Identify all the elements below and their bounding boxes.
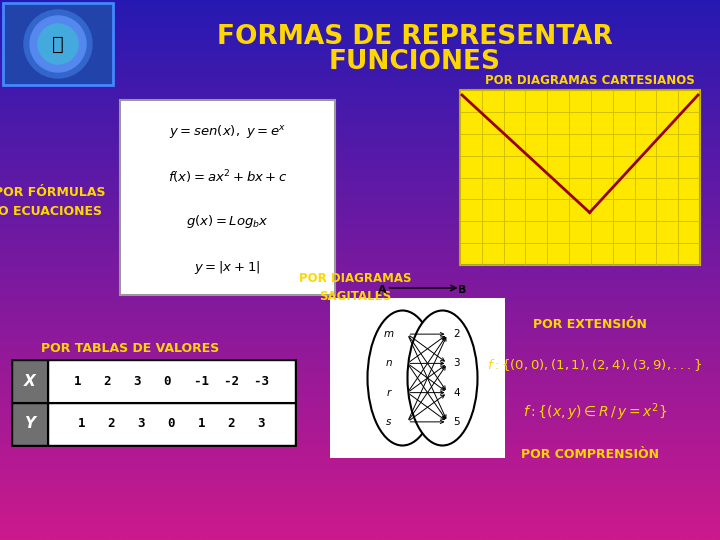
Text: POR TABLAS DE VALORES: POR TABLAS DE VALORES — [41, 341, 219, 354]
Bar — [48, 360, 295, 402]
Circle shape — [38, 24, 78, 64]
Text: POR DIAGRAMAS CARTESIANOS: POR DIAGRAMAS CARTESIANOS — [485, 73, 695, 86]
Circle shape — [30, 16, 86, 72]
Bar — [12, 360, 295, 445]
Circle shape — [24, 10, 92, 78]
Text: 5: 5 — [453, 417, 460, 427]
Text: $g(x) = Log_b x$: $g(x) = Log_b x$ — [186, 213, 269, 231]
Text: X: X — [24, 374, 36, 389]
Text: B: B — [459, 285, 467, 295]
Text: 🌍: 🌍 — [52, 35, 64, 53]
Bar — [330, 298, 505, 458]
Bar — [12, 360, 48, 402]
Text: FORMAS DE REPRESENTAR: FORMAS DE REPRESENTAR — [217, 24, 613, 50]
Text: r: r — [387, 388, 391, 397]
Text: 4: 4 — [453, 388, 460, 397]
Text: 3: 3 — [453, 359, 460, 368]
Bar — [3, 3, 113, 85]
Text: $f:\{(0,0),(1,1),(2,4),(3,9),...\}$: $f:\{(0,0),(1,1),(2,4),(3,9),...\}$ — [487, 357, 703, 373]
Text: 1   2   3   0   1   2   3: 1 2 3 0 1 2 3 — [78, 417, 265, 430]
Text: Y: Y — [24, 416, 35, 431]
Bar — [120, 100, 335, 295]
Text: $y = |x + 1|$: $y = |x + 1|$ — [194, 260, 261, 276]
Text: A: A — [378, 285, 387, 295]
Ellipse shape — [408, 310, 477, 446]
Bar — [12, 402, 48, 445]
Text: POR COMPRENSIÒN: POR COMPRENSIÒN — [521, 449, 659, 462]
Bar — [48, 402, 295, 445]
Bar — [460, 90, 700, 265]
Text: POR DIAGRAMAS
SAGITALES: POR DIAGRAMAS SAGITALES — [299, 273, 411, 303]
Text: $f:\{(x,y)\in R\,/\,y=x^2\}$: $f:\{(x,y)\in R\,/\,y=x^2\}$ — [523, 401, 667, 423]
Text: POR EXTENSIÓN: POR EXTENSIÓN — [533, 319, 647, 332]
Text: m: m — [384, 329, 394, 339]
Ellipse shape — [367, 310, 438, 446]
Text: $y = sen(x),\ y = e^x$: $y = sen(x),\ y = e^x$ — [168, 124, 287, 140]
Text: POR FÓRMULAS
O ECUACIONES: POR FÓRMULAS O ECUACIONES — [0, 186, 106, 218]
Text: 2: 2 — [453, 329, 460, 339]
Text: $f(x) = ax^2 + bx + c$: $f(x) = ax^2 + bx + c$ — [168, 168, 287, 186]
Text: n: n — [385, 359, 392, 368]
Text: 1   2   3   0   -1  -2  -3: 1 2 3 0 -1 -2 -3 — [74, 375, 269, 388]
Text: s: s — [386, 417, 391, 427]
Text: FUNCIONES: FUNCIONES — [329, 49, 501, 75]
